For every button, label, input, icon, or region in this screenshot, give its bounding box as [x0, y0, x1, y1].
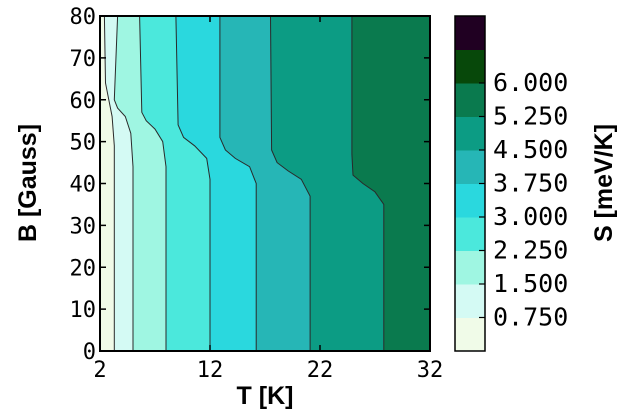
- colorbar-swatch: [455, 116, 485, 151]
- y-tick-label: 20: [70, 256, 97, 281]
- colorbar-swatch: [455, 183, 485, 218]
- y-tick-label: 40: [70, 173, 97, 198]
- contour-regions: [100, 16, 430, 351]
- colorbar-swatch: [455, 317, 485, 352]
- y-tick-label: 80: [70, 5, 97, 30]
- y-axis-ticks: 0 10 20 30 40 50 60 70 80: [70, 5, 430, 365]
- contour-line: [139, 16, 167, 351]
- colorbar-tick-label: 5.250: [493, 102, 568, 131]
- y-tick-label: 60: [70, 89, 97, 114]
- x-tick-label: 32: [417, 358, 444, 383]
- contour-region: [139, 16, 210, 351]
- contour-line: [103, 16, 115, 351]
- x-tick-label: 12: [197, 358, 224, 383]
- x-axis-ticks: 2 12 22 32: [93, 16, 443, 383]
- y-tick-label: 50: [70, 131, 97, 156]
- colorbar-swatch: [455, 150, 485, 184]
- colorbar-tick-label: 4.500: [493, 135, 568, 164]
- contour-line: [219, 16, 257, 351]
- x-tick-label: 2: [93, 358, 106, 383]
- contour-region: [114, 16, 166, 351]
- colorbar: [455, 16, 485, 352]
- contour-line: [270, 16, 311, 351]
- y-tick-label: 10: [70, 298, 97, 323]
- contour-region: [219, 16, 311, 351]
- contour-region: [175, 16, 257, 351]
- y-tick-label: 70: [70, 47, 97, 72]
- colorbar-ticks: 0.750 1.500 2.250 3.000 3.750 4.500 5.250 6.000: [479, 68, 568, 332]
- colorbar-tick-label: 0.750: [493, 303, 568, 332]
- y-tick-label: 30: [70, 214, 97, 239]
- colorbar-tick-label: 3.000: [493, 202, 568, 231]
- colorbar-swatch: [455, 250, 485, 285]
- contour-line: [175, 16, 211, 351]
- colorbar-swatch: [455, 217, 485, 251]
- colorbar-title: S [meV/K]: [590, 124, 618, 242]
- colorbar-swatch: [455, 49, 485, 84]
- x-tick-label: 22: [307, 358, 334, 383]
- contour-line: [351, 16, 385, 351]
- contour-line: [113, 16, 134, 351]
- colorbar-tick-label: 1.500: [493, 269, 568, 298]
- y-axis-title: B [Gauss]: [14, 124, 42, 242]
- colorbar-tick-label: 6.000: [493, 68, 568, 97]
- colorbar-swatch: [455, 83, 485, 117]
- colorbar-swatch: [455, 16, 485, 50]
- colorbar-tick-label: 3.750: [493, 169, 568, 198]
- colorbar-swatch: [455, 284, 485, 318]
- contour-region: [351, 16, 430, 351]
- contour-region: [104, 16, 133, 351]
- contour-region: [270, 16, 384, 351]
- contour-lines: [103, 16, 385, 351]
- x-axis-title: T [K]: [237, 382, 294, 410]
- y-tick-label: 0: [83, 340, 96, 365]
- colorbar-tick-label: 2.250: [493, 236, 568, 265]
